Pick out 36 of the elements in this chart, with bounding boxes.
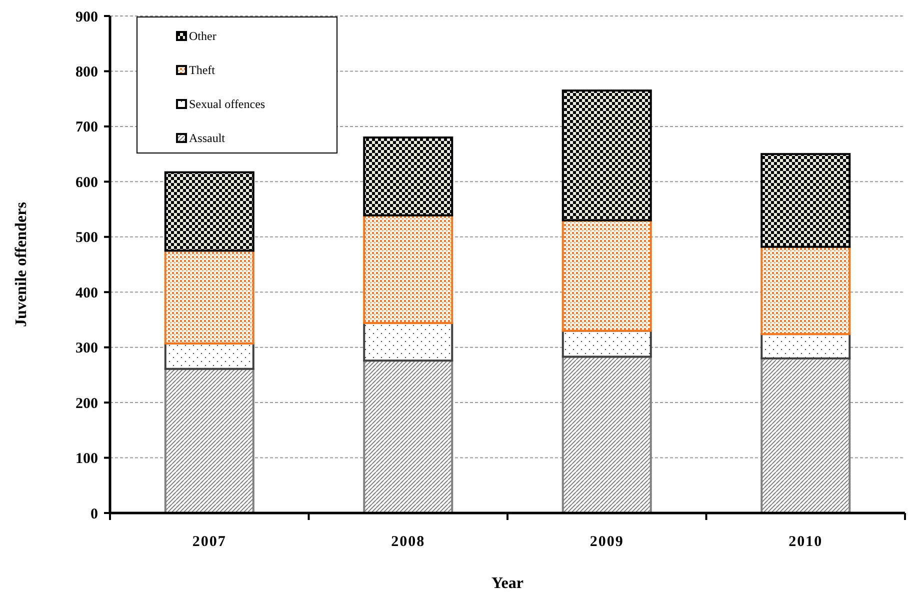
y-tick-label: 700 [76, 120, 98, 136]
y-tick-label: 0 [90, 506, 98, 522]
bar [363, 214, 454, 324]
y-tick-label: 600 [76, 174, 98, 191]
legend-label: Assault [189, 131, 226, 146]
bar [164, 171, 254, 252]
y-tick-label: 500 [76, 230, 98, 246]
y-tick-label: 800 [76, 64, 98, 80]
x-tick-label: 2009 [590, 534, 624, 550]
y-tick-label: 900 [76, 9, 98, 26]
y-tick-label: 100 [76, 451, 98, 468]
legend-label: Other [189, 29, 216, 44]
legend-label: Theft [189, 63, 216, 78]
x-tick-label: 2008 [391, 534, 426, 550]
bar [562, 90, 652, 222]
x-axis-title: Year [492, 575, 524, 592]
bar [164, 368, 254, 514]
bar [760, 153, 851, 248]
y-axis-title: Juvenile offenders [13, 202, 30, 327]
legend-label: Sexual offences [189, 97, 266, 112]
bar [760, 246, 851, 336]
bar [760, 357, 851, 514]
y-tick-label: 200 [76, 396, 98, 412]
bar [164, 342, 254, 370]
bar [562, 219, 652, 332]
bar [760, 333, 851, 360]
bar [562, 356, 652, 514]
x-tick-label: 2010 [788, 534, 823, 550]
bar [164, 250, 254, 344]
bar [363, 322, 454, 362]
x-tick-label: 2007 [192, 534, 226, 550]
y-tick-label: 400 [76, 285, 98, 302]
y-tick-label: 300 [76, 340, 98, 357]
bar [363, 360, 454, 514]
bar [363, 136, 454, 216]
bar [562, 330, 652, 358]
